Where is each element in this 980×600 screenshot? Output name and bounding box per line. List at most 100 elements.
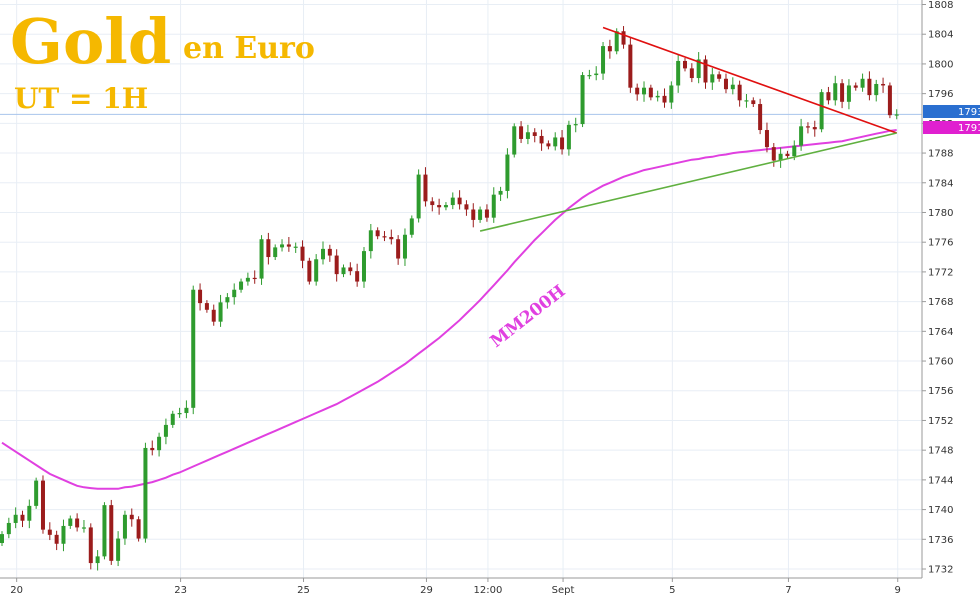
candle-body [676,60,681,86]
candle-body [764,130,769,148]
timeframe-label: UT = 1H [14,82,148,115]
x-tick-label: 25 [297,585,310,596]
candle-body [758,104,763,131]
chart-title: Gold [10,5,171,78]
candle-body [0,534,4,544]
candle-body [361,251,366,282]
y-tick-label: 1780 [928,208,953,219]
x-tick-label: 9 [895,585,901,596]
y-tick-labels: 1732 1736 1740 1744 1748 1752 1756 1760 1764 1768… [922,0,953,576]
candle-body [334,255,339,275]
candle-body [723,78,728,90]
candle-body [430,201,435,206]
candle-body [68,518,73,526]
candle-body [498,190,503,195]
candle-body [512,126,517,155]
candle-body [539,135,544,144]
candle-body [27,505,32,521]
x-tick-label: 7 [785,585,791,596]
y-tick-label: 1772 [928,267,953,278]
candle-body [402,234,407,259]
candle-body [204,303,209,310]
candle-body [853,85,858,88]
candle-body [252,277,257,280]
ma-value-tag [923,121,980,134]
candle-body [416,174,421,219]
candle-body [717,74,722,79]
x-tick-label: 23 [174,585,187,596]
y-tick-label: 1732 [928,565,953,576]
candle-body [689,68,694,79]
candle-body [157,436,162,451]
x-tick-label: 12:00 [474,585,503,596]
y-tick-label: 1744 [928,475,953,486]
candle-body [799,126,804,146]
y-tick-label: 1788 [928,149,953,160]
candle-body [683,60,687,69]
candle-body [894,114,899,116]
candle-body [867,78,872,96]
candle-body [191,289,196,408]
candle-body [443,205,448,208]
candle-body [553,137,558,147]
candle-body [75,518,80,528]
candle-body [464,204,469,210]
candle-body [744,100,749,102]
candle-body [846,85,851,102]
y-tick-label: 1776 [928,238,953,249]
candle-body [177,413,182,415]
candle-body [730,84,735,90]
candle-body [580,75,585,125]
candle-body [519,126,524,139]
candle-body [54,534,59,544]
candle-body [239,281,244,290]
y-tick-label: 1736 [928,535,953,546]
candle-body [122,514,127,539]
candle-body [225,297,230,303]
candle-body [150,447,155,451]
candle-body [819,92,824,130]
candle-body [300,246,305,261]
candle-body [34,480,39,506]
candle-body [368,230,373,252]
candle-body [184,407,189,414]
grid-layer [0,0,922,578]
candle-body [860,78,865,88]
candle-body [13,514,18,523]
candle-body [409,218,414,235]
candle-body [826,92,831,101]
candle-body [703,59,708,83]
candle-body [840,83,845,102]
candle-body [375,230,380,237]
candle-body [129,514,134,520]
candle-body [874,83,879,96]
y-tick-label: 1768 [928,297,953,308]
candle-body [450,197,455,206]
candle-body [573,124,578,126]
candle-body [437,205,442,208]
candle-body [662,95,667,103]
axis-layer [0,0,923,579]
candle-body [348,267,353,272]
candle-body [642,87,647,95]
candle-body [778,153,783,161]
candle-body [102,505,107,557]
candle-body [525,132,530,139]
annotations: Gold en Euro UT = 1H MM200H [10,5,569,352]
candle-body [696,59,701,79]
y-tick-label: 1784 [928,178,953,189]
candle-body [163,424,168,437]
candle-body [601,46,606,74]
candle-body [218,302,223,322]
candle-body [198,289,203,304]
ma-label: MM200H [487,281,570,352]
candle-body [614,31,619,52]
y-tick-label: 1800 [928,59,953,70]
candle-body [737,84,742,101]
candle-body [20,514,25,521]
candle-body [805,126,810,128]
x-tick-label: Sept [552,585,575,596]
